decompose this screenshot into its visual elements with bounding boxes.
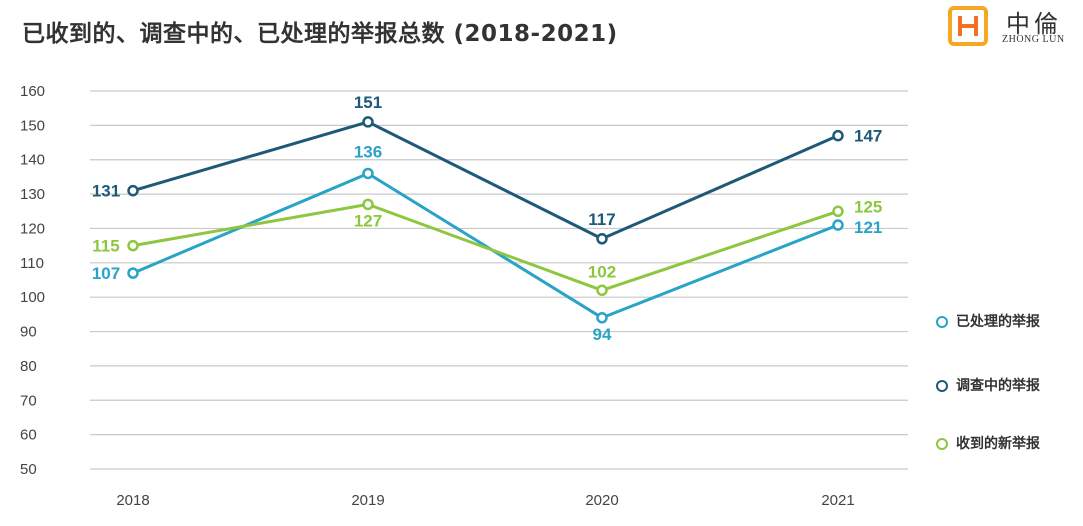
data-point	[832, 129, 844, 142]
series-line	[132, 202, 839, 292]
x-tick-label: 2019	[351, 492, 384, 509]
y-tick-label: 160	[20, 83, 45, 100]
data-point	[362, 198, 374, 211]
data-point	[596, 233, 608, 245]
legend-label-received: 收到的新举报	[956, 436, 1040, 452]
data-point	[127, 267, 139, 279]
legend-label-processed: 已处理的举报	[956, 314, 1040, 330]
data-point	[362, 167, 374, 180]
data-label: 147	[854, 127, 882, 146]
x-tick-label: 2020	[585, 492, 618, 509]
zhonglun-logo-mark-icon	[948, 6, 988, 46]
data-point	[596, 312, 608, 324]
data-label: 136	[354, 142, 382, 161]
data-point	[596, 284, 608, 297]
legend-label-investigating: 调查中的举报	[956, 378, 1040, 394]
y-tick-label: 90	[20, 324, 37, 341]
data-label: 117	[588, 210, 615, 229]
legend-marker-received-icon	[936, 438, 948, 450]
data-label: 107	[92, 264, 120, 283]
data-label: 115	[92, 237, 119, 256]
y-tick-label: 80	[20, 358, 37, 375]
legend-item-investigating: 调查中的举报	[936, 375, 1076, 397]
data-point	[832, 205, 844, 218]
chart-title: 已收到的、调查中的、已处理的举报总数 (2018-2021)	[22, 21, 618, 47]
data-point	[127, 239, 139, 252]
y-tick-label: 60	[20, 427, 37, 444]
data-label: 151	[354, 93, 382, 112]
data-label: 94	[593, 325, 612, 344]
data-point	[362, 116, 374, 128]
legend-item-received: 收到的新举报	[936, 433, 1076, 455]
x-tick-label: 2018	[116, 492, 149, 509]
data-point	[127, 184, 139, 197]
logo-english-text: ZHONG LUN	[1002, 34, 1065, 45]
y-tick-label: 130	[20, 186, 45, 203]
y-tick-label: 50	[20, 461, 37, 478]
y-tick-label: 70	[20, 392, 37, 409]
legend-item-processed: 已处理的举报	[936, 311, 1076, 333]
data-label: 131	[92, 182, 120, 201]
y-tick-label: 150	[20, 117, 45, 134]
data-label: 127	[354, 211, 382, 230]
legend-marker-investigating-icon	[936, 380, 948, 392]
legend-marker-processed-icon	[936, 316, 948, 328]
y-tick-label: 100	[20, 289, 45, 306]
zhonglun-logo: 中倫 ZHONG LUN	[948, 4, 1078, 50]
data-label: 102	[588, 262, 616, 281]
logo-chinese-text: 中倫	[1006, 10, 1062, 38]
y-tick-label: 110	[20, 255, 44, 272]
y-tick-label: 120	[20, 220, 45, 237]
data-label: 125	[854, 197, 882, 216]
data-label: 121	[854, 218, 882, 237]
data-point	[832, 219, 844, 231]
series-line	[132, 120, 839, 241]
series-line	[132, 171, 839, 320]
x-tick-label: 2021	[821, 492, 854, 509]
y-tick-label: 140	[20, 152, 45, 169]
